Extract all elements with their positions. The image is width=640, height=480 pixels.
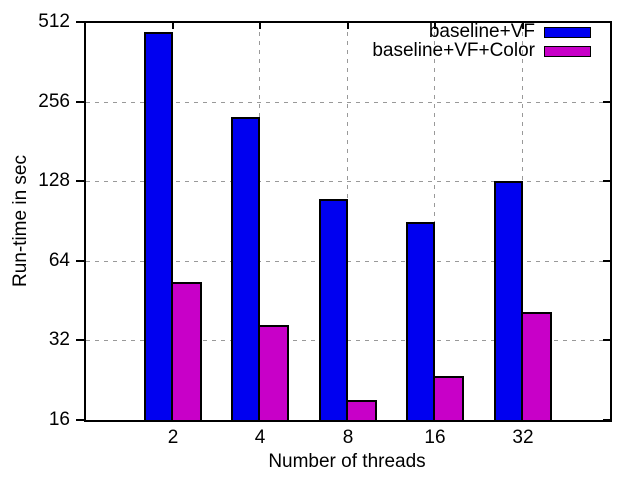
legend-entry-baseline-vf-color: baseline+VF+Color	[372, 41, 591, 61]
x-axis-title: Number of threads	[268, 451, 426, 472]
y-tick-label: 512	[38, 11, 70, 32]
x-tick-label: 4	[254, 427, 266, 448]
legend-label: baseline+VF	[428, 21, 535, 42]
plot-frame	[84, 21, 612, 422]
legend-label: baseline+VF+Color	[372, 40, 535, 61]
y-axis-title: Run-time in sec	[10, 155, 31, 287]
x-tick-label: 16	[424, 427, 446, 448]
legend-swatch-blue	[544, 26, 591, 38]
x-tick-label: 2	[167, 427, 179, 448]
legend-swatch-magenta	[544, 45, 591, 57]
legend-entry-baseline-vf: baseline+VF	[429, 22, 591, 42]
x-tick-label: 32	[512, 427, 534, 448]
x-tick-label: 8	[342, 427, 354, 448]
y-tick-label: 16	[48, 409, 70, 430]
